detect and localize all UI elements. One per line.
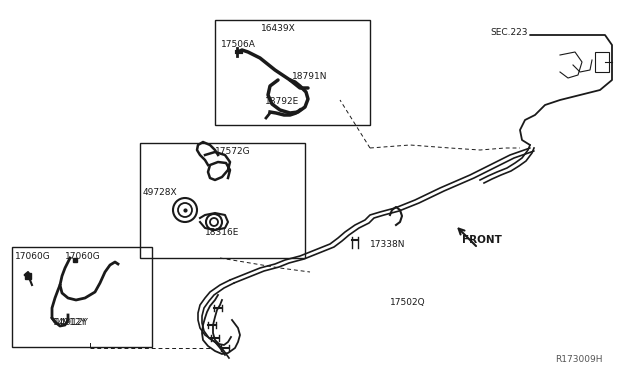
Text: 17506A: 17506A <box>221 40 256 49</box>
Text: SEC.223: SEC.223 <box>490 28 527 37</box>
Text: 14912Y: 14912Y <box>53 318 87 327</box>
Text: FRONT: FRONT <box>462 235 502 245</box>
Text: 17060G: 17060G <box>65 252 100 261</box>
Text: 18792E: 18792E <box>265 97 300 106</box>
Text: 18316E: 18316E <box>205 228 239 237</box>
Bar <box>12 247 152 347</box>
Bar <box>140 143 305 258</box>
Bar <box>215 20 370 125</box>
Text: 17338N: 17338N <box>370 240 406 249</box>
Text: 17572G: 17572G <box>215 147 251 156</box>
Text: 14912Y: 14912Y <box>55 318 89 327</box>
Text: 16439X: 16439X <box>261 24 296 33</box>
Text: 18791N: 18791N <box>292 72 328 81</box>
Text: 17502Q: 17502Q <box>390 298 426 307</box>
Text: 49728X: 49728X <box>143 188 178 197</box>
Bar <box>595 52 609 72</box>
Text: 17060G: 17060G <box>15 252 51 261</box>
Text: R173009H: R173009H <box>555 355 602 364</box>
